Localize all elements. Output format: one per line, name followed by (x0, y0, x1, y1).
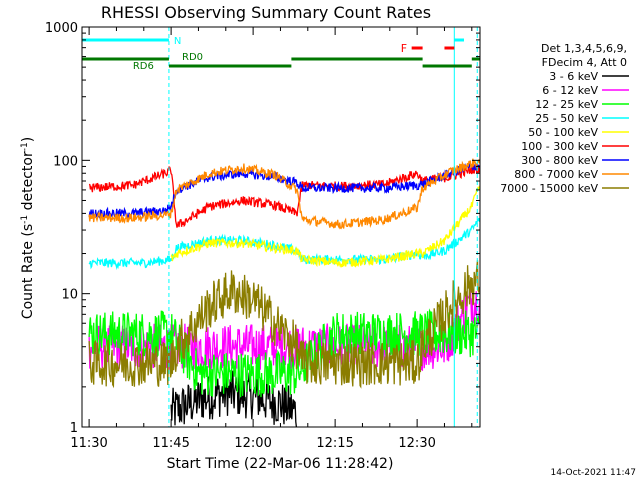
series-line-3 (88, 217, 481, 271)
y-axis-label: Count Rate (s-1 detector-1) (20, 137, 36, 319)
legend-label-2: 12 - 25 keV (535, 98, 598, 111)
series-line-0 (170, 370, 298, 428)
y-axis-label-sup2: -1 (20, 142, 30, 151)
series-line-2 (88, 308, 481, 398)
legend-label-5: 100 - 300 keV (521, 140, 598, 153)
n-label: N (174, 36, 181, 47)
legend-label-3: 25 - 50 keV (535, 112, 598, 125)
axes-layer: 11:30 11:45 12:00 12:15 12:30 1 10 100 1000 (45, 21, 481, 451)
rd-label-0: RD6 (133, 61, 154, 72)
plot-frame (81, 26, 481, 428)
chart-title: RHESSI Observing Summary Count Rates (101, 3, 431, 22)
legend-label-7: 800 - 7000 keV (514, 168, 598, 181)
series-line-8 (88, 260, 481, 389)
x-tick-label-1: 11:45 (152, 436, 189, 451)
series-line-7 (88, 158, 481, 230)
rd-label-1: RD0 (182, 52, 203, 63)
series-line-5 (88, 164, 481, 228)
y-axis-label-sup1: -1 (20, 215, 30, 224)
y-axis-label-end: ) (20, 137, 36, 142)
attenuator-layer: N F RD6 RD0 (82, 27, 480, 427)
legend-label-0: 3 - 6 keV (549, 70, 598, 83)
y-tick-label-3: 1000 (45, 21, 78, 36)
timestamp: 14-Oct-2021 11:47 (551, 468, 636, 478)
x-tick-label-0: 11:30 (70, 436, 107, 451)
x-axis-label: Start Time (22-Mar-06 11:28:42) (167, 456, 394, 472)
y-tick-label-0: 1 (70, 421, 78, 436)
series-layer (88, 158, 481, 428)
series-line-4 (170, 185, 481, 268)
legend-label-8: 7000 - 15000 keV (500, 182, 598, 195)
y-tick-label-2: 100 (53, 154, 78, 169)
y-tick-label-1: 10 (61, 288, 78, 303)
legend-label-1: 6 - 12 keV (542, 84, 598, 97)
x-tick-label-2: 12:00 (234, 436, 271, 451)
f-label: F (401, 42, 407, 55)
legend-label-4: 50 - 100 keV (528, 126, 598, 139)
legend: Det 1,3,4,5,6,9,FDecim 4, Att 03 - 6 keV… (500, 42, 629, 195)
legend-header-1: FDecim 4, Att 0 (542, 56, 627, 69)
y-axis-label-main: Count Rate (s (20, 224, 36, 319)
legend-header-0: Det 1,3,4,5,6,9, (541, 42, 627, 55)
y-axis-label-mid: detector (20, 151, 36, 215)
x-tick-label-4: 12:30 (398, 436, 435, 451)
legend-label-6: 300 - 800 keV (521, 154, 598, 167)
x-tick-label-3: 12:15 (316, 436, 353, 451)
